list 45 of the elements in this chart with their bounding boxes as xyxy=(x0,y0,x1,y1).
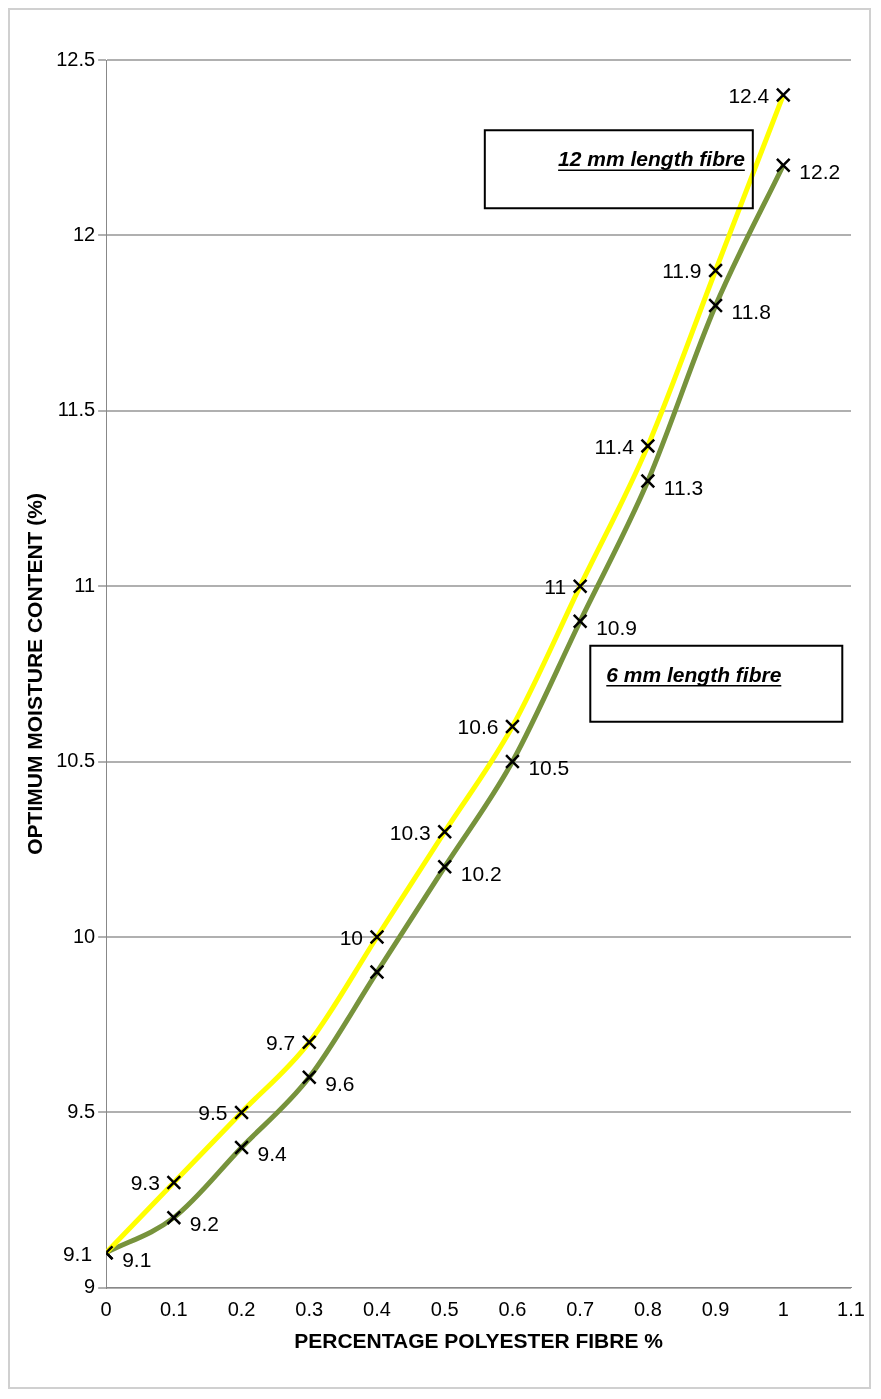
data-label: 11.9 xyxy=(662,259,702,283)
data-label: 11.4 xyxy=(594,434,635,458)
x-tick-label: 0.7 xyxy=(566,1298,595,1321)
x-tick-label: 1 xyxy=(777,1298,789,1321)
y-tick-label: 10.5 xyxy=(56,749,96,772)
data-label: 9.1 xyxy=(62,1241,93,1265)
y-tick-label: 9 xyxy=(84,1275,96,1298)
data-label: 9.4 xyxy=(257,1142,288,1166)
data-label: 11.8 xyxy=(731,300,771,324)
data-label: 9.6 xyxy=(325,1072,355,1096)
y-tick-label: 9.5 xyxy=(67,1099,96,1122)
y-tick-label: 12 xyxy=(72,222,96,245)
data-label: 10.6 xyxy=(457,715,499,739)
x-tick-label: 0.6 xyxy=(498,1298,527,1321)
x-tick-label: 0.2 xyxy=(227,1298,256,1321)
x-tick-label: 0 xyxy=(100,1298,112,1321)
data-label: 12.2 xyxy=(799,160,841,184)
x-tick-label: 0.5 xyxy=(430,1298,459,1321)
data-label: 11 xyxy=(544,575,567,598)
series-label: 6 mm length fibre xyxy=(606,662,782,686)
data-label: 10.3 xyxy=(389,820,431,844)
series-label: 12 mm length fibre xyxy=(558,147,746,171)
data-label: 10.2 xyxy=(460,861,502,885)
y-tick-label: 12.5 xyxy=(56,47,96,70)
x-tick-label: 0.9 xyxy=(701,1298,730,1321)
data-label: 9.3 xyxy=(130,1171,160,1195)
x-tick-label: 0.3 xyxy=(295,1298,324,1321)
data-label: 9.1 xyxy=(122,1247,152,1271)
x-tick-label: 0.4 xyxy=(363,1298,391,1321)
data-label: 11.3 xyxy=(663,475,704,499)
y-tick-label: 11 xyxy=(74,573,96,596)
x-tick-label: 0.8 xyxy=(633,1298,662,1321)
y-axis-title: OPTIMUM MOISTURE CONTENT (%) xyxy=(23,493,47,855)
x-tick-label: 1.1 xyxy=(837,1298,865,1321)
y-tick-label: 11.5 xyxy=(57,398,96,421)
data-label: 10.9 xyxy=(596,616,638,640)
y-tick-label: 10 xyxy=(72,924,96,947)
data-label: 9.2 xyxy=(189,1212,220,1236)
data-label: 12.4 xyxy=(728,83,770,107)
data-label: 10.5 xyxy=(528,756,570,780)
data-label: 10 xyxy=(339,925,363,949)
x-tick-label: 0.1 xyxy=(159,1298,188,1321)
data-label: 9.7 xyxy=(266,1031,296,1055)
x-axis-title: PERCENTAGE POLYESTER FIBRE % xyxy=(294,1329,664,1353)
data-label: 9.5 xyxy=(198,1101,228,1125)
